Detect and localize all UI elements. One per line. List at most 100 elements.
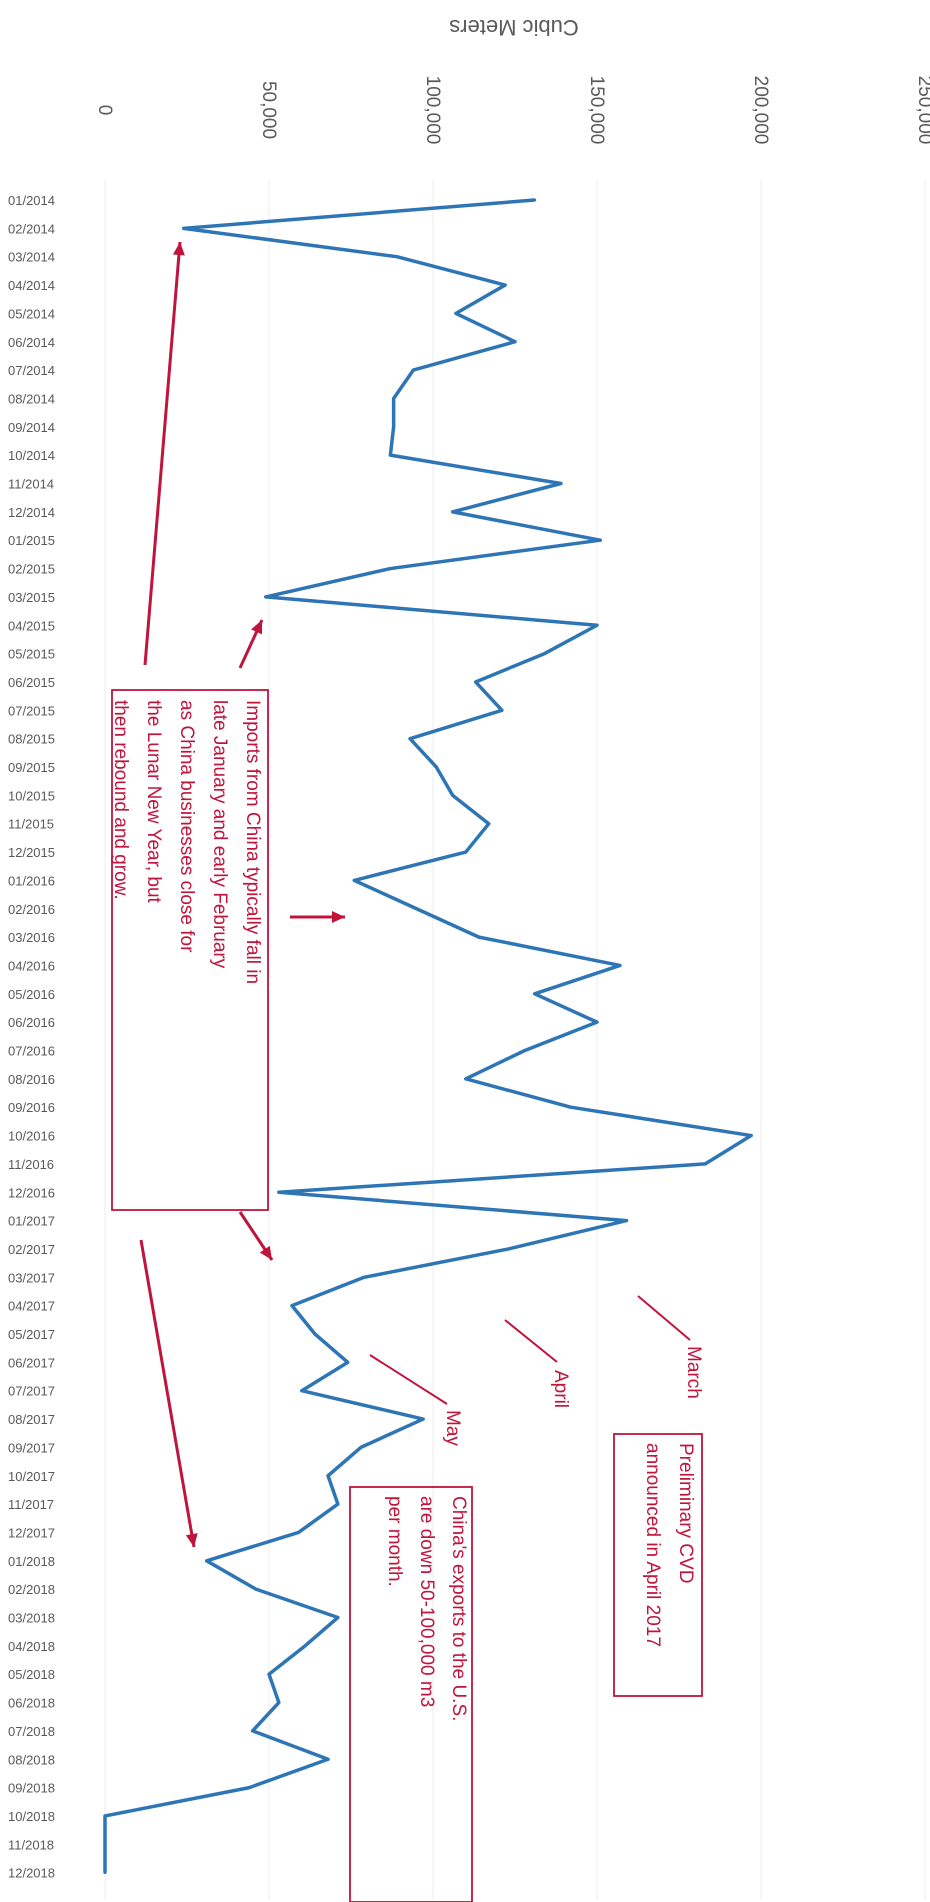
data-point: [749, 1134, 753, 1138]
month-tick-label: 04/2015: [8, 618, 55, 633]
march-annotation-leader: [637, 1295, 691, 1341]
arrow-mar-2015: [238, 619, 264, 669]
lunar-new-year-text-line: the Lunar New Year, but: [143, 700, 164, 904]
month-tick-label: 09/2015: [8, 760, 55, 775]
month-tick-label: 04/2016: [8, 958, 55, 973]
data-point: [500, 708, 504, 712]
month-tick-label: 11/2017: [8, 1497, 54, 1512]
data-point: [411, 368, 415, 372]
month-axis-ticks: 01/2014 02/2014 03/2014 04/2014 05/2014 06/20…: [8, 193, 55, 1881]
data-point: [434, 765, 438, 769]
series-line: [103, 198, 753, 1873]
china-exports-box: [349, 1486, 473, 1902]
data-point: [543, 652, 547, 656]
value-axis-title: Cubic Meters: [449, 15, 579, 40]
month-tick-label: 02/2018: [8, 1582, 55, 1597]
data-point: [103, 1814, 107, 1818]
data-point: [625, 1219, 629, 1223]
data-point: [533, 992, 537, 996]
data-point: [103, 1842, 107, 1846]
month-tick-label: 11/2015: [8, 817, 54, 832]
month-tick-label: 01/2017: [8, 1214, 55, 1229]
april-annotation-leader: [504, 1319, 558, 1363]
arrow-feb-2017: [238, 1211, 274, 1261]
month-tick-label: 05/2018: [8, 1667, 55, 1682]
data-point: [506, 1247, 510, 1251]
month-tick-label: 05/2017: [8, 1327, 55, 1342]
data-point: [618, 963, 622, 967]
china-exports-text-line: per month.: [384, 1496, 405, 1587]
may-annotation-leader: [369, 1354, 448, 1405]
data-point: [300, 1389, 304, 1393]
data-point: [703, 1162, 707, 1166]
data-point: [451, 793, 455, 797]
value-tick-label: 250,000: [914, 76, 930, 145]
data-point: [313, 1332, 317, 1336]
month-tick-label: 03/2015: [8, 590, 55, 605]
data-point: [388, 453, 392, 457]
data-point: [277, 1701, 281, 1705]
lunar-new-year-text: Imports from China typically fall in late…: [110, 700, 263, 984]
data-point: [595, 1020, 599, 1024]
data-point: [303, 1644, 307, 1648]
value-tick-label: 200,000: [750, 76, 771, 145]
month-tick-label: 10/2014: [8, 448, 55, 463]
series-line-group: [103, 198, 753, 1875]
data-point: [464, 1077, 468, 1081]
month-tick-label: 07/2015: [8, 703, 55, 718]
lunar-new-year-text-line: then rebound and grow.: [110, 700, 131, 900]
data-point: [388, 567, 392, 571]
data-point: [408, 737, 412, 741]
data-point: [487, 822, 491, 826]
month-tick-label: 07/2016: [8, 1044, 55, 1059]
month-tick-label: 09/2018: [8, 1781, 55, 1796]
data-point: [267, 1672, 271, 1676]
data-point: [533, 198, 537, 202]
month-tick-label: 02/2016: [8, 902, 55, 917]
month-tick-label: 06/2016: [8, 1015, 55, 1030]
arrow-mar-2018: [139, 1239, 198, 1548]
data-point: [513, 340, 517, 344]
data-point: [352, 878, 356, 882]
month-tick-label: 08/2015: [8, 732, 55, 747]
month-tick-label: 05/2016: [8, 987, 55, 1002]
month-tick-label: 01/2015: [8, 533, 55, 548]
lunar-new-year-text-line: as China businesses close for: [176, 700, 197, 953]
china-exports-text-line: China's exports to the U.S.: [448, 1496, 469, 1721]
data-point: [477, 935, 481, 939]
value-axis-ticks: 0 50,000 100,000 150,000 200,000 250,000: [94, 76, 930, 145]
arrow-feb-2016: [290, 911, 345, 923]
month-tick-label: 08/2017: [8, 1412, 55, 1427]
month-tick-label: 05/2014: [8, 306, 55, 321]
march-annotation: March: [637, 1295, 704, 1399]
month-tick-label: 02/2017: [8, 1242, 55, 1257]
data-point: [182, 226, 186, 230]
month-tick-label: 07/2017: [8, 1384, 55, 1399]
value-tick-label: 100,000: [422, 76, 443, 145]
month-tick-label: 05/2015: [8, 647, 55, 662]
data-point: [421, 1417, 425, 1421]
data-point: [277, 1190, 281, 1194]
march-annotation-label: March: [683, 1346, 704, 1399]
month-tick-label: 07/2014: [8, 363, 55, 378]
month-tick-label: 09/2017: [8, 1440, 55, 1455]
china-exports-text: China's exports to the U.S. are down 50-1…: [384, 1496, 469, 1721]
april-annotation-label: April: [550, 1370, 571, 1408]
month-tick-label: 12/2015: [8, 845, 55, 860]
month-tick-label: 11/2014: [8, 477, 54, 492]
data-point: [205, 1559, 209, 1563]
lunar-new-year-text-line: Imports from China typically fall in: [242, 700, 263, 984]
data-point: [595, 623, 599, 627]
month-tick-label: 10/2015: [8, 788, 55, 803]
value-tick-label: 50,000: [258, 81, 279, 139]
month-tick-label: 12/2016: [8, 1185, 55, 1200]
data-point: [598, 538, 602, 542]
month-tick-label: 03/2014: [8, 250, 55, 265]
arrow-feb-2014: [143, 241, 185, 666]
data-point: [503, 283, 507, 287]
month-tick-label: 06/2014: [8, 335, 55, 350]
china-exports-text-line: are down 50-100,000 m3: [416, 1496, 437, 1707]
data-point: [523, 1049, 527, 1052]
